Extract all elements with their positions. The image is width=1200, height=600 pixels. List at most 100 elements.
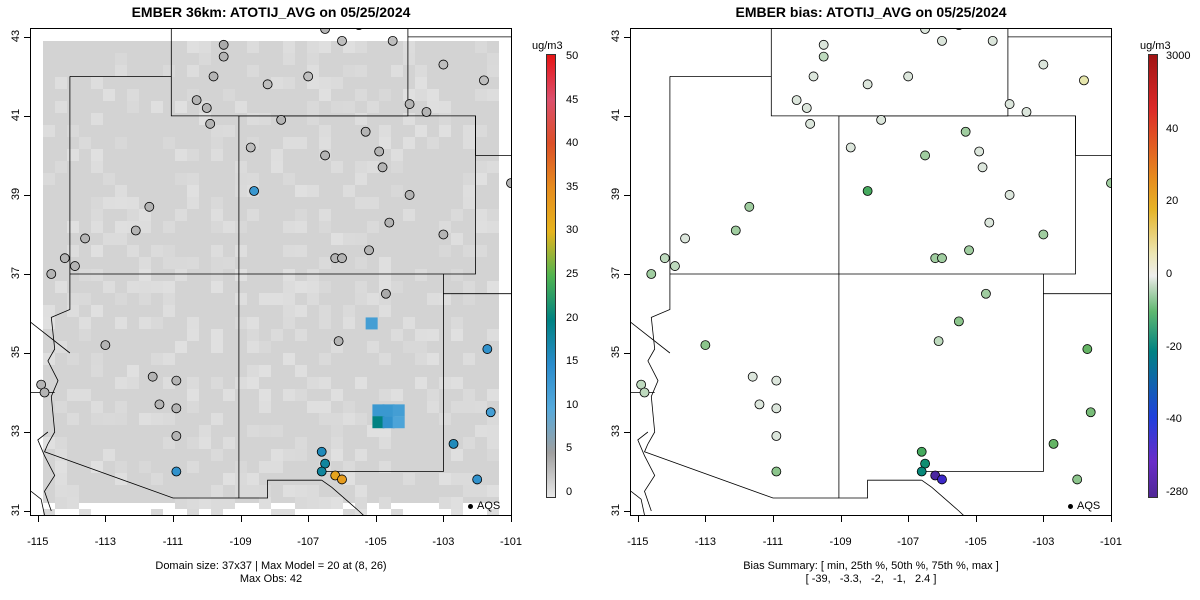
model-grid-cell	[307, 269, 319, 281]
colorbar-tick-label: 45	[566, 93, 579, 106]
aqs-site-marker	[333, 336, 344, 347]
model-grid-cell	[151, 281, 163, 293]
model-grid-cell	[43, 125, 55, 137]
model-grid-cell	[127, 365, 139, 377]
model-grid-cell	[151, 509, 163, 515]
model-grid-cell	[331, 161, 343, 173]
model-grid-cell	[235, 245, 247, 257]
model-grid-cell	[367, 101, 379, 113]
model-grid-cell	[295, 281, 307, 293]
model-grid-cell	[475, 41, 487, 53]
model-grid-cell	[283, 41, 295, 53]
model-grid-cell	[91, 113, 103, 125]
aqs-site-marker	[791, 95, 802, 106]
model-grid-cell	[103, 197, 115, 209]
model-grid-cell	[343, 101, 355, 113]
aqs-site-marker	[171, 431, 182, 441]
model-grid-cell	[247, 209, 259, 221]
aqs-site-marker	[916, 466, 927, 477]
model-grid-cell	[223, 389, 235, 401]
aqs-site-marker	[1038, 59, 1049, 70]
aqs-site-marker	[80, 233, 90, 244]
aqs-site-marker	[771, 375, 782, 386]
model-grid-cell	[163, 281, 175, 293]
aqs-site-marker	[646, 269, 657, 279]
x-tick-label: -115	[27, 536, 49, 548]
model-grid-cell	[319, 401, 331, 413]
model-grid-cell	[475, 485, 487, 497]
model-grid-cell	[295, 449, 307, 461]
model-grid-cell	[463, 401, 475, 413]
model-grid-cell	[391, 149, 403, 161]
model-grid-cell	[127, 89, 139, 101]
model-grid-cell	[259, 425, 271, 437]
model-grid-cell	[67, 389, 79, 401]
y-tick-label: 41	[10, 108, 22, 122]
model-grid-cell	[475, 209, 487, 221]
model-grid-cell	[151, 317, 163, 329]
model-grid-cell	[343, 185, 355, 197]
right-aqs-legend: AQS	[1068, 500, 1100, 512]
model-grid-cell	[115, 401, 127, 413]
y-tick-mark	[624, 353, 630, 354]
aqs-site-marker	[818, 39, 829, 50]
model-grid-cell	[235, 269, 247, 281]
aqs-site-marker	[218, 39, 229, 50]
model-grid-cell	[43, 509, 55, 515]
colorbar-tick-label: 30	[566, 224, 579, 237]
x-tick-label: -101	[499, 536, 523, 548]
model-grid-cell	[283, 305, 295, 317]
right-colorbar-unit: ug/m3	[1140, 40, 1171, 52]
model-grid-cell	[391, 185, 403, 197]
model-grid-cell	[415, 65, 427, 77]
state-boundary-line	[47, 274, 71, 445]
model-grid-cell	[319, 137, 331, 149]
model-grid-cell	[151, 413, 163, 425]
model-grid-cell	[139, 293, 151, 305]
y-tick-mark	[624, 432, 630, 434]
model-grid-cell	[187, 509, 199, 515]
model-grid-cell	[115, 137, 127, 149]
aqs-site-marker	[960, 126, 971, 137]
model-grid-cell	[319, 77, 331, 89]
model-grid-cell	[199, 425, 211, 437]
model-grid-cell	[439, 413, 451, 425]
model-grid-cell	[247, 365, 259, 377]
model-grid-cell	[199, 437, 211, 449]
model-grid-cell	[475, 125, 487, 137]
model-grid-cell	[427, 353, 439, 365]
left-colorbar-unit: ug/m3	[532, 40, 563, 52]
x-tick-label: -111	[762, 536, 784, 548]
model-grid-cell	[259, 485, 271, 497]
aqs-site-marker	[977, 162, 988, 173]
model-grid-cell	[115, 461, 127, 473]
y-tick-label: 39	[10, 187, 22, 201]
model-grid-cell	[139, 317, 151, 329]
aqs-site-marker	[381, 288, 391, 299]
x-tick-label: -107	[297, 536, 320, 548]
aqs-site-marker	[316, 446, 327, 457]
y-tick-label: 35	[10, 345, 22, 359]
model-grid-cell	[451, 233, 463, 245]
x-tick-label: -107	[897, 536, 920, 548]
model-grid-cell	[463, 485, 475, 497]
model-grid-cell	[151, 473, 163, 485]
aqs-site-marker	[191, 95, 202, 106]
model-grid-cell	[247, 425, 259, 437]
state-boundary-line	[921, 479, 964, 515]
state-boundary-line	[475, 115, 511, 156]
right-map-frame	[630, 28, 1112, 516]
model-grid-cell	[187, 497, 199, 509]
model-grid-cell	[355, 281, 367, 293]
model-grid-cell	[211, 209, 223, 221]
model-hotspot-cell	[372, 404, 385, 417]
model-grid-cell	[367, 341, 379, 353]
x-tick-mark	[705, 516, 707, 522]
model-grid-cell	[343, 305, 355, 317]
model-grid-cell	[247, 173, 259, 185]
x-tick-label: -109	[229, 536, 252, 548]
model-grid-cell	[451, 497, 463, 509]
model-grid-cell	[103, 449, 115, 461]
model-grid-cell	[223, 221, 235, 233]
aqs-legend-label: AQS	[1077, 500, 1101, 512]
